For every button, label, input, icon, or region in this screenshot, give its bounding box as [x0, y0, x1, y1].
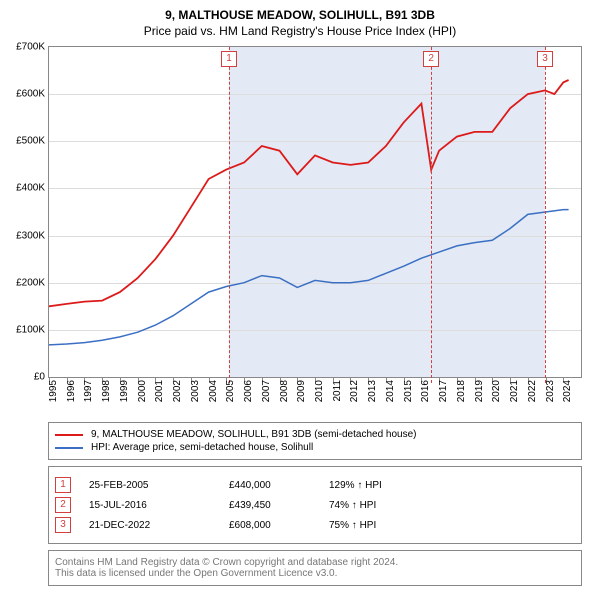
x-axis-label: 2015 [403, 380, 414, 402]
y-axis-label: £600K [16, 89, 49, 100]
chart-lines [49, 47, 581, 377]
x-axis-label: 2019 [474, 380, 485, 402]
x-axis-label: 1998 [101, 380, 112, 402]
x-axis-label: 2024 [562, 380, 573, 402]
y-axis-label: £400K [16, 183, 49, 194]
y-axis-label: £300K [16, 230, 49, 241]
event-marker: 2 [423, 51, 439, 67]
x-axis-label: 1996 [66, 380, 77, 402]
legend-item: 9, MALTHOUSE MEADOW, SOLIHULL, B91 3DB (… [55, 429, 575, 440]
x-axis-label: 2005 [225, 380, 236, 402]
chart-plot-area: 123 £0£100K£200K£300K£400K£500K£600K£700… [48, 46, 582, 378]
x-axis-label: 2017 [438, 380, 449, 402]
x-axis-label: 2012 [349, 380, 360, 402]
y-axis-label: £200K [16, 277, 49, 288]
y-axis-label: £500K [16, 136, 49, 147]
x-axis-label: 2021 [509, 380, 520, 402]
x-axis-label: 2009 [296, 380, 307, 402]
x-axis-label: 2007 [261, 380, 272, 402]
x-axis-label: 2000 [137, 380, 148, 402]
x-axis-label: 1995 [48, 380, 59, 402]
x-axis-label: 2010 [314, 380, 325, 402]
x-axis-label: 2011 [332, 380, 343, 402]
legend: 9, MALTHOUSE MEADOW, SOLIHULL, B91 3DB (… [48, 422, 582, 460]
x-axis-label: 2001 [154, 380, 165, 402]
x-axis-label: 2006 [243, 380, 254, 402]
transaction-row: 215-JUL-2016£439,45074% ↑ HPI [55, 497, 575, 513]
x-axis-label: 2004 [208, 380, 219, 402]
event-marker: 3 [537, 51, 553, 67]
footnote: Contains HM Land Registry data © Crown c… [48, 550, 582, 586]
x-axis-label: 2003 [190, 380, 201, 402]
x-axis-label: 2008 [279, 380, 290, 402]
footnote-line: Contains HM Land Registry data © Crown c… [55, 557, 575, 568]
y-axis-label: £0 [34, 372, 49, 383]
transactions-box: 125-FEB-2005£440,000129% ↑ HPI 215-JUL-20… [48, 466, 582, 544]
x-axis-label: 1999 [119, 380, 130, 402]
x-axis-label: 2013 [367, 380, 378, 402]
x-axis-label: 2020 [491, 380, 502, 402]
x-axis-label: 1997 [83, 380, 94, 402]
chart-title: 9, MALTHOUSE MEADOW, SOLIHULL, B91 3DB [8, 8, 592, 22]
chart-x-axis: 1995 1996 1997 1998 1999 2000 2001 2002 2003 2004… [48, 378, 582, 416]
y-axis-label: £700K [16, 42, 49, 53]
x-axis-label: 2002 [172, 380, 183, 402]
footnote-line: This data is licensed under the Open Gov… [55, 568, 575, 579]
transaction-row: 321-DEC-2022£608,00075% ↑ HPI [55, 517, 575, 533]
x-axis-label: 2016 [420, 380, 431, 402]
x-axis-label: 2023 [545, 380, 556, 402]
transaction-row: 125-FEB-2005£440,000129% ↑ HPI [55, 477, 575, 493]
chart-subtitle: Price paid vs. HM Land Registry's House … [8, 24, 592, 38]
y-axis-label: £100K [16, 324, 49, 335]
x-axis-label: 2022 [527, 380, 538, 402]
x-axis-label: 2018 [456, 380, 467, 402]
event-marker: 1 [221, 51, 237, 67]
x-axis-label: 2014 [385, 380, 396, 402]
legend-item: HPI: Average price, semi-detached house,… [55, 442, 575, 453]
